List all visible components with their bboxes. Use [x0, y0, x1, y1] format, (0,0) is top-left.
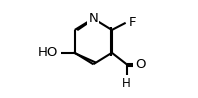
Text: N: N	[89, 12, 98, 25]
Text: O: O	[136, 58, 146, 71]
Text: HO: HO	[38, 46, 59, 59]
Text: H: H	[122, 77, 131, 90]
Text: F: F	[129, 16, 136, 29]
